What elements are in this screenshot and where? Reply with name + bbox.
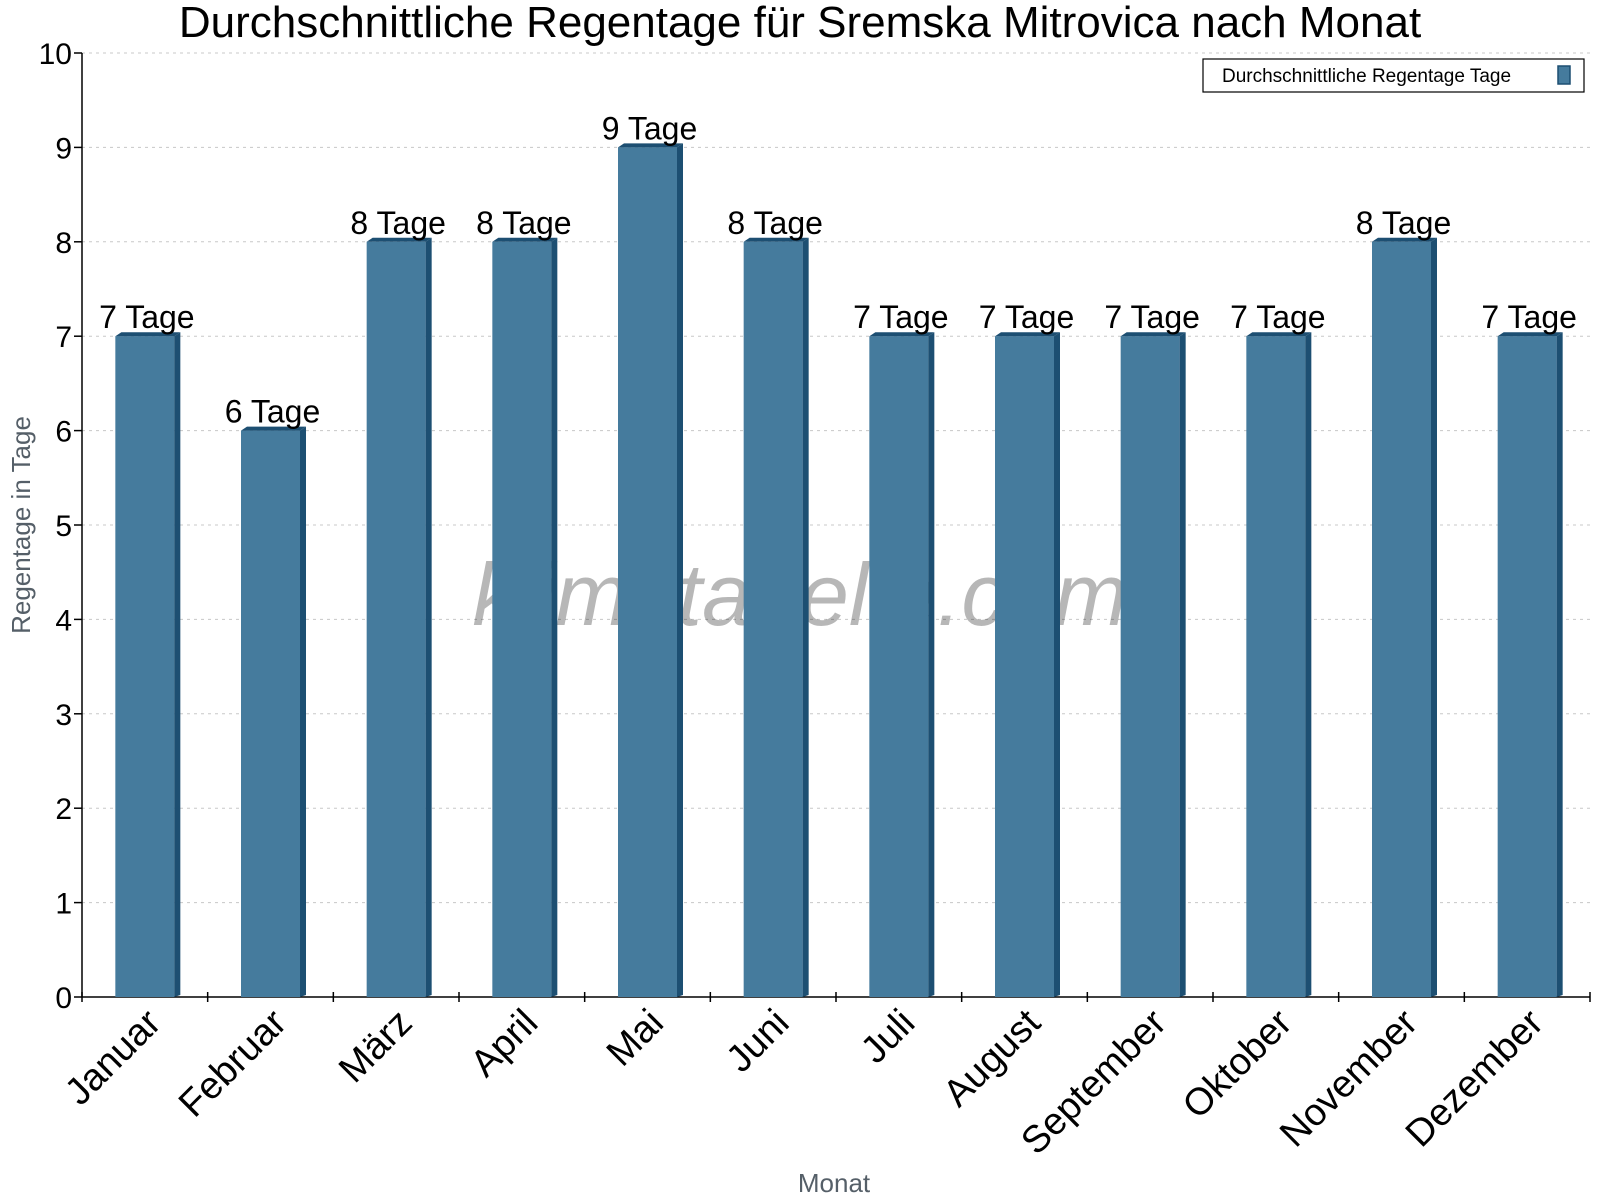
x-tick-label: August xyxy=(936,1001,1050,1115)
data-label: 8 Tage xyxy=(476,205,572,241)
bar-side xyxy=(1054,332,1060,997)
bar-top xyxy=(995,332,1060,337)
bar-top xyxy=(115,332,181,337)
bar xyxy=(618,147,677,997)
bar-top xyxy=(1120,332,1186,337)
legend-box xyxy=(1202,58,1585,93)
y-tick-labels: 0 1 2 3 4 5 6 7 8 9 10 xyxy=(39,38,72,1015)
bar xyxy=(743,241,803,998)
bar-side xyxy=(928,332,935,997)
x-tick-label: April xyxy=(463,1002,546,1085)
legend-swatch xyxy=(1557,65,1571,85)
bar xyxy=(492,241,552,998)
data-label: 7 Tage xyxy=(853,299,949,335)
y-tick-label: 8 xyxy=(55,227,72,260)
data-label: 8 Tage xyxy=(350,205,446,241)
data-label: 7 Tage xyxy=(1481,299,1577,335)
bar xyxy=(115,336,175,997)
chart-title: Durchschnittliche Regentage für Sremska … xyxy=(179,0,1421,47)
y-tick-label: 4 xyxy=(55,604,72,637)
x-tick-label: Oktober xyxy=(1175,1001,1301,1127)
x-axis-label: Monat xyxy=(798,1168,871,1198)
bar-side xyxy=(174,332,181,997)
x-tick-label: Mai xyxy=(599,1002,672,1075)
y-tick-label: 6 xyxy=(55,416,72,449)
y-tick-label: 1 xyxy=(55,888,72,921)
y-tick-label: 9 xyxy=(55,132,72,165)
bar xyxy=(995,336,1054,997)
bar-side xyxy=(802,237,809,998)
data-label: 9 Tage xyxy=(602,110,698,146)
y-axis-label: Regentage in Tage xyxy=(6,416,36,634)
bar-side xyxy=(1305,332,1312,997)
legend: Durchschnittliche Regentage Tage xyxy=(1202,58,1585,93)
data-label: 7 Tage xyxy=(1230,299,1326,335)
bar xyxy=(1372,241,1431,998)
bars xyxy=(115,143,1563,998)
bar-side xyxy=(677,143,683,997)
bar xyxy=(1120,336,1180,997)
x-tick-label: Dezember xyxy=(1398,1001,1552,1155)
bar xyxy=(241,430,300,998)
data-label: 8 Tage xyxy=(1356,205,1452,241)
data-label: 7 Tage xyxy=(1104,299,1200,335)
data-label: 7 Tage xyxy=(99,299,195,335)
legend-entry-label: Durchschnittliche Regentage Tage xyxy=(1222,66,1511,87)
axes xyxy=(74,52,1591,1002)
bar-top xyxy=(492,237,558,242)
x-tick-label: Januar xyxy=(57,1001,169,1113)
bar-side xyxy=(1556,332,1563,997)
bar-side xyxy=(1179,332,1186,997)
bar-top xyxy=(366,237,432,242)
y-tick-label: 0 xyxy=(55,982,72,1015)
bar-top xyxy=(1497,332,1563,337)
bar xyxy=(1246,336,1306,997)
x-tick-label: März xyxy=(331,1002,420,1091)
grid-lines xyxy=(82,52,1590,904)
x-tick-label: November xyxy=(1272,1001,1426,1155)
bar-side xyxy=(300,426,306,998)
data-labels: 7 Tage 6 Tage 8 Tage 8 Tage 9 Tage 8 Tage 7 Ta… xyxy=(99,110,1577,429)
bar-top xyxy=(869,332,935,337)
bar-side xyxy=(425,237,432,998)
bar-top xyxy=(1372,237,1437,242)
bar-side xyxy=(1431,237,1437,998)
x-tick-label: Juni xyxy=(719,1002,798,1081)
x-tick-label: Juli xyxy=(853,1002,923,1072)
y-tick-label: 2 xyxy=(55,793,72,826)
bar-top xyxy=(743,237,809,242)
bar xyxy=(1497,336,1557,997)
x-tick-label: Februar xyxy=(171,1001,295,1125)
y-tick-label: 10 xyxy=(39,38,72,71)
bar xyxy=(869,336,929,997)
bar-top xyxy=(241,426,306,431)
bar xyxy=(366,241,426,998)
bar-top xyxy=(1246,332,1312,337)
y-tick-label: 5 xyxy=(55,510,72,543)
y-tick-label: 3 xyxy=(55,699,72,732)
x-tick-labels: Januar Februar März April Mai Juni Juli AugustS… xyxy=(57,1001,1551,1162)
bar-top xyxy=(618,143,683,148)
bar-side xyxy=(551,237,558,998)
data-label: 8 Tage xyxy=(727,205,823,241)
data-label: 6 Tage xyxy=(225,394,321,430)
y-tick-label: 7 xyxy=(55,321,72,354)
data-label: 7 Tage xyxy=(979,299,1075,335)
